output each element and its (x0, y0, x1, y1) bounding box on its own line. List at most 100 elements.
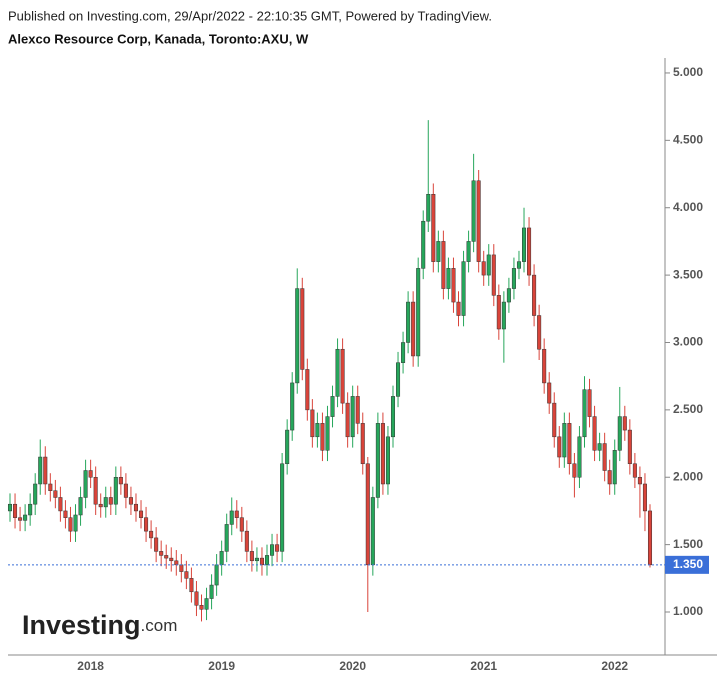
candle-body (572, 463, 577, 478)
y-tick-label: 1.000 (673, 604, 703, 618)
candle-body (527, 227, 532, 276)
candle-body (330, 396, 335, 417)
candle-body (219, 551, 224, 566)
candle-body (108, 497, 113, 505)
candle-body (144, 517, 149, 532)
candle-body (375, 423, 380, 498)
candle-body (23, 514, 28, 521)
candle-body (315, 423, 320, 438)
candle-body (385, 436, 390, 485)
candle-body (264, 555, 270, 566)
candle-body (189, 578, 194, 593)
candle-body (33, 483, 38, 505)
candle-body (128, 497, 133, 505)
candle-body (53, 490, 58, 498)
x-tick-label: 2020 (339, 659, 366, 673)
candle-body (597, 443, 602, 451)
candle-body (496, 295, 501, 330)
candle-body (380, 423, 385, 485)
candle-body (43, 456, 48, 485)
candle-body (154, 537, 159, 552)
candle-body (516, 261, 521, 269)
candle-body (13, 503, 18, 518)
candle-body (164, 555, 169, 559)
candle-body (436, 241, 441, 262)
candle-body (481, 261, 486, 276)
candle-body (295, 288, 300, 384)
y-tick-label: 2.000 (673, 469, 703, 483)
candle-body (532, 274, 537, 316)
candle-body (602, 443, 607, 471)
candle-body (199, 605, 204, 610)
candle-body (491, 254, 496, 296)
y-tick-label: 5.000 (673, 65, 703, 79)
candle-body (461, 261, 466, 316)
candle-body (416, 268, 421, 357)
candle-body (325, 416, 330, 451)
candle-body (305, 369, 310, 411)
candle-body (234, 510, 239, 518)
last-price-label: 1.350 (673, 557, 703, 571)
y-tick-label: 1.500 (673, 537, 703, 551)
candle-body (249, 551, 254, 562)
candle-body (365, 463, 370, 566)
candle-body (224, 524, 229, 552)
candle-body (637, 476, 642, 485)
candle-body (58, 497, 63, 512)
candle-body (592, 416, 597, 451)
y-tick-label: 4.500 (673, 133, 703, 147)
candle-body (149, 530, 154, 539)
candle-body (476, 180, 481, 262)
x-tick-label: 2019 (208, 659, 235, 673)
candle-body (169, 557, 174, 562)
y-tick-label: 3.000 (673, 335, 703, 349)
candle-body (511, 268, 516, 289)
candle-body (244, 530, 249, 552)
candle-body (522, 227, 527, 262)
candle-body (350, 396, 355, 438)
source-note: Published on Investing.com, 29/Apr/2022 … (8, 8, 492, 23)
logo-text: Investing (22, 610, 141, 640)
y-tick-label: 4.000 (673, 200, 703, 214)
candle-body (159, 551, 164, 556)
candle-body (547, 382, 552, 404)
candle-body (562, 423, 567, 458)
candle-body (647, 510, 653, 566)
y-tick-label: 2.500 (673, 402, 703, 416)
candle-body (466, 241, 471, 262)
last-price-box (665, 555, 709, 574)
candle-body (587, 389, 592, 417)
candle-body (446, 268, 451, 289)
candle-body (118, 476, 123, 485)
candle-body (290, 382, 295, 431)
candle-body (68, 517, 73, 532)
candle-body (214, 564, 219, 586)
candle-body (340, 348, 345, 404)
candle-body (179, 564, 184, 572)
candle-body (542, 348, 547, 384)
candle-body (431, 193, 436, 262)
candle-body (567, 423, 572, 465)
candle-body (139, 510, 144, 518)
candle-body (28, 503, 33, 516)
candle-body (360, 423, 365, 465)
candle-body (622, 416, 627, 431)
candle-body (174, 560, 179, 566)
candle-body (280, 463, 285, 552)
candle-body (627, 429, 632, 465)
candle-body (204, 598, 209, 610)
x-tick-label: 2018 (77, 659, 104, 673)
candle-body (612, 450, 617, 485)
candle-body (285, 429, 290, 465)
candle-body (300, 288, 305, 370)
candle-body (123, 483, 128, 498)
candle-body (335, 348, 340, 397)
candle-body (270, 544, 275, 556)
candle-body (642, 483, 647, 512)
candle-body (537, 315, 542, 350)
candle-body (406, 301, 411, 343)
candle-body (355, 396, 360, 424)
y-tick-label: 3.500 (673, 267, 703, 281)
candle-body (73, 514, 78, 532)
